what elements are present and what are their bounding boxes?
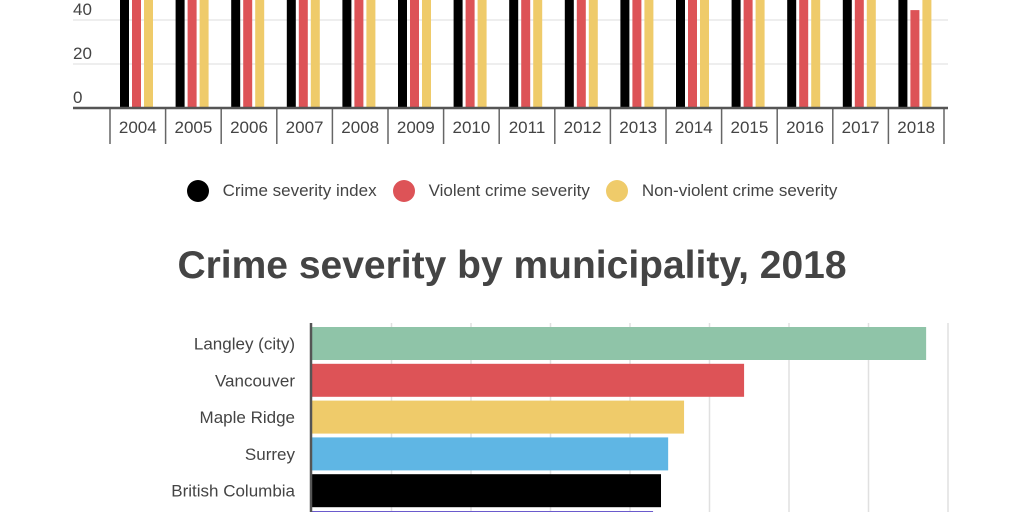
x-tick-label: 2005 (174, 118, 212, 137)
x-tick-label: 2011 (509, 118, 546, 137)
legend-label: Non-violent crime severity (641, 181, 838, 200)
x-tick-label: 2013 (619, 118, 657, 137)
bar-2018-1 (910, 10, 920, 109)
bar-Langley (city) (312, 327, 927, 360)
category-label: Maple Ridge (200, 408, 295, 427)
category-label: Vancouver (215, 371, 295, 390)
bar-2005-1 (187, 0, 197, 108)
legend: Crime severity index Violent crime sever… (0, 180, 1024, 202)
x-tick-label: 2007 (286, 118, 324, 137)
bar-British Columbia (312, 474, 662, 508)
bar-2010-0 (453, 0, 463, 108)
x-tick-label: 2008 (341, 118, 379, 137)
bar-2016-2 (811, 0, 821, 108)
bar-2012-1 (576, 0, 586, 108)
bar-2012-2 (588, 0, 598, 108)
bar-2010-2 (477, 0, 487, 108)
chart-title: Crime severity by municipality, 2018 (177, 244, 847, 287)
bar-2014-2 (700, 0, 709, 108)
bar-2018-0 (898, 0, 908, 108)
bar-2017-0 (842, 0, 852, 108)
bar-2004-2 (144, 0, 153, 108)
bar-2012-0 (564, 0, 574, 108)
legend-label: Crime severity index (222, 181, 377, 200)
bar-2007-0 (286, 0, 296, 108)
bar-Surrey (312, 437, 669, 471)
bar-2007-2 (310, 0, 320, 108)
x-tick-label: 2012 (564, 118, 602, 137)
x-tick-label: 2004 (119, 118, 157, 137)
category-label: British Columbia (171, 482, 295, 501)
bar-2004-1 (132, 0, 141, 108)
category-label: Langley (city) (194, 335, 295, 354)
x-tick-label: 2010 (452, 118, 490, 137)
bar-2009-2 (422, 0, 431, 108)
legend-swatch (392, 180, 415, 202)
bar-2017-2 (866, 0, 876, 108)
bar-2011-2 (533, 0, 543, 108)
bar-2006-2 (255, 0, 265, 108)
y-tick-label: 20 (73, 44, 92, 63)
bar-2016-1 (799, 0, 809, 108)
bar-2014-1 (688, 0, 697, 108)
bar-2005-2 (199, 0, 209, 108)
bar-2018-2 (922, 0, 932, 108)
legend-label: Violent crime severity (428, 181, 590, 200)
bar-2008-0 (342, 0, 352, 108)
bar-2016-0 (787, 0, 797, 108)
bar-2017-1 (854, 0, 864, 108)
x-tick-label: 2015 (730, 118, 768, 137)
bar-2015-0 (731, 0, 741, 108)
bar-2013-0 (620, 0, 630, 108)
bar-2014-0 (676, 0, 685, 108)
bar-2011-0 (509, 0, 519, 108)
bar-Maple Ridge (312, 400, 685, 434)
legend-swatch (605, 180, 628, 202)
bar-2005-0 (175, 0, 185, 108)
bar-2006-0 (231, 0, 241, 108)
bar-2008-1 (354, 0, 364, 108)
bar-2010-1 (465, 0, 475, 108)
legend-swatch (186, 180, 209, 202)
bar-2015-2 (755, 0, 765, 108)
x-tick-label: 2006 (230, 118, 268, 137)
legend-item-violent[interactable]: Violent crime severity (392, 180, 590, 202)
legend-item-non-violent[interactable]: Non-violent crime severity (605, 180, 838, 202)
bar-2004-0 (120, 0, 129, 108)
bar-2008-2 (366, 0, 376, 108)
x-tick-label: 2018 (897, 118, 935, 137)
bar-2009-0 (398, 0, 407, 108)
y-tick-label: 0 (73, 88, 82, 107)
y-tick-label: 40 (73, 0, 92, 19)
bar-2015-1 (743, 0, 753, 108)
bar-2013-2 (644, 0, 654, 108)
x-tick-label: 2017 (842, 118, 880, 137)
bar-Vancouver (312, 363, 745, 397)
bar-2006-1 (243, 0, 253, 108)
bar-2013-1 (632, 0, 642, 108)
x-tick-label: 2014 (675, 118, 713, 137)
x-tick-label: 2009 (397, 118, 435, 137)
bar-2011-1 (521, 0, 531, 108)
legend-item-crime-severity-index[interactable]: Crime severity index (186, 180, 377, 202)
bar-2009-1 (410, 0, 419, 108)
x-tick-label: 2016 (786, 118, 824, 137)
bar-2007-1 (298, 0, 308, 108)
category-label: Surrey (245, 445, 296, 464)
